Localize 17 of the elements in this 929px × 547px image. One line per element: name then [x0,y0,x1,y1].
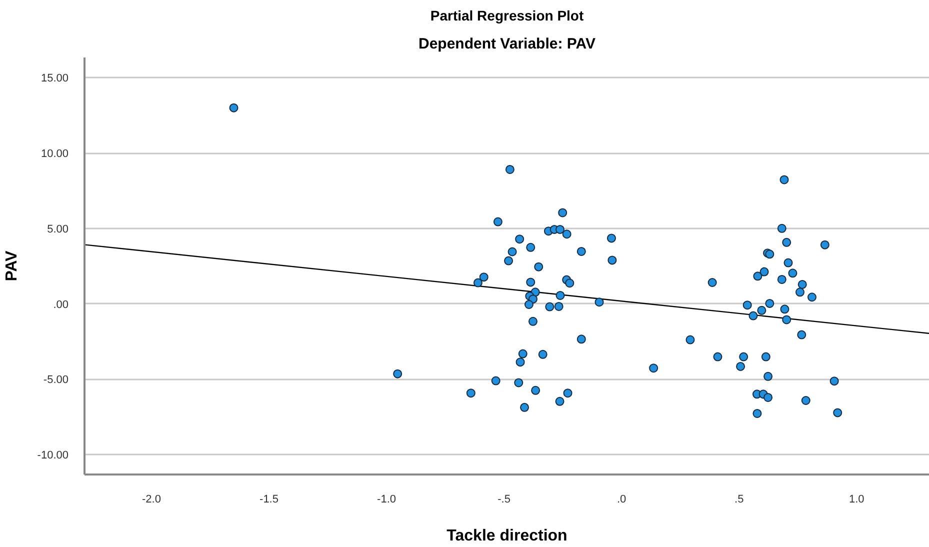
y-tick-label: 5.00 [47,223,69,236]
y-axis-title: PAV [3,250,20,282]
y-tick-label: -10.00 [37,449,69,462]
x-tick-label: -1.5 [260,494,279,506]
y-tick-label: 10.00 [40,148,69,160]
y-tick-label: .00 [53,298,69,311]
chart-title: Partial Regression Plot [430,8,584,24]
x-tick-label: -2.0 [142,494,161,506]
x-axis-title: Tackle direction [446,528,568,544]
x-tick-label: 1.0 [848,494,864,506]
x-tick-label: .0 [617,494,626,506]
x-tick-label: .5 [734,494,744,506]
x-tick-label: -.5 [498,494,510,506]
x-tick-label: -1.0 [377,494,396,506]
y-tick-label: 15.00 [40,72,69,85]
chart-subtitle: Dependent Variable: PAV [418,36,596,52]
y-tick-label: -5.00 [43,374,69,386]
